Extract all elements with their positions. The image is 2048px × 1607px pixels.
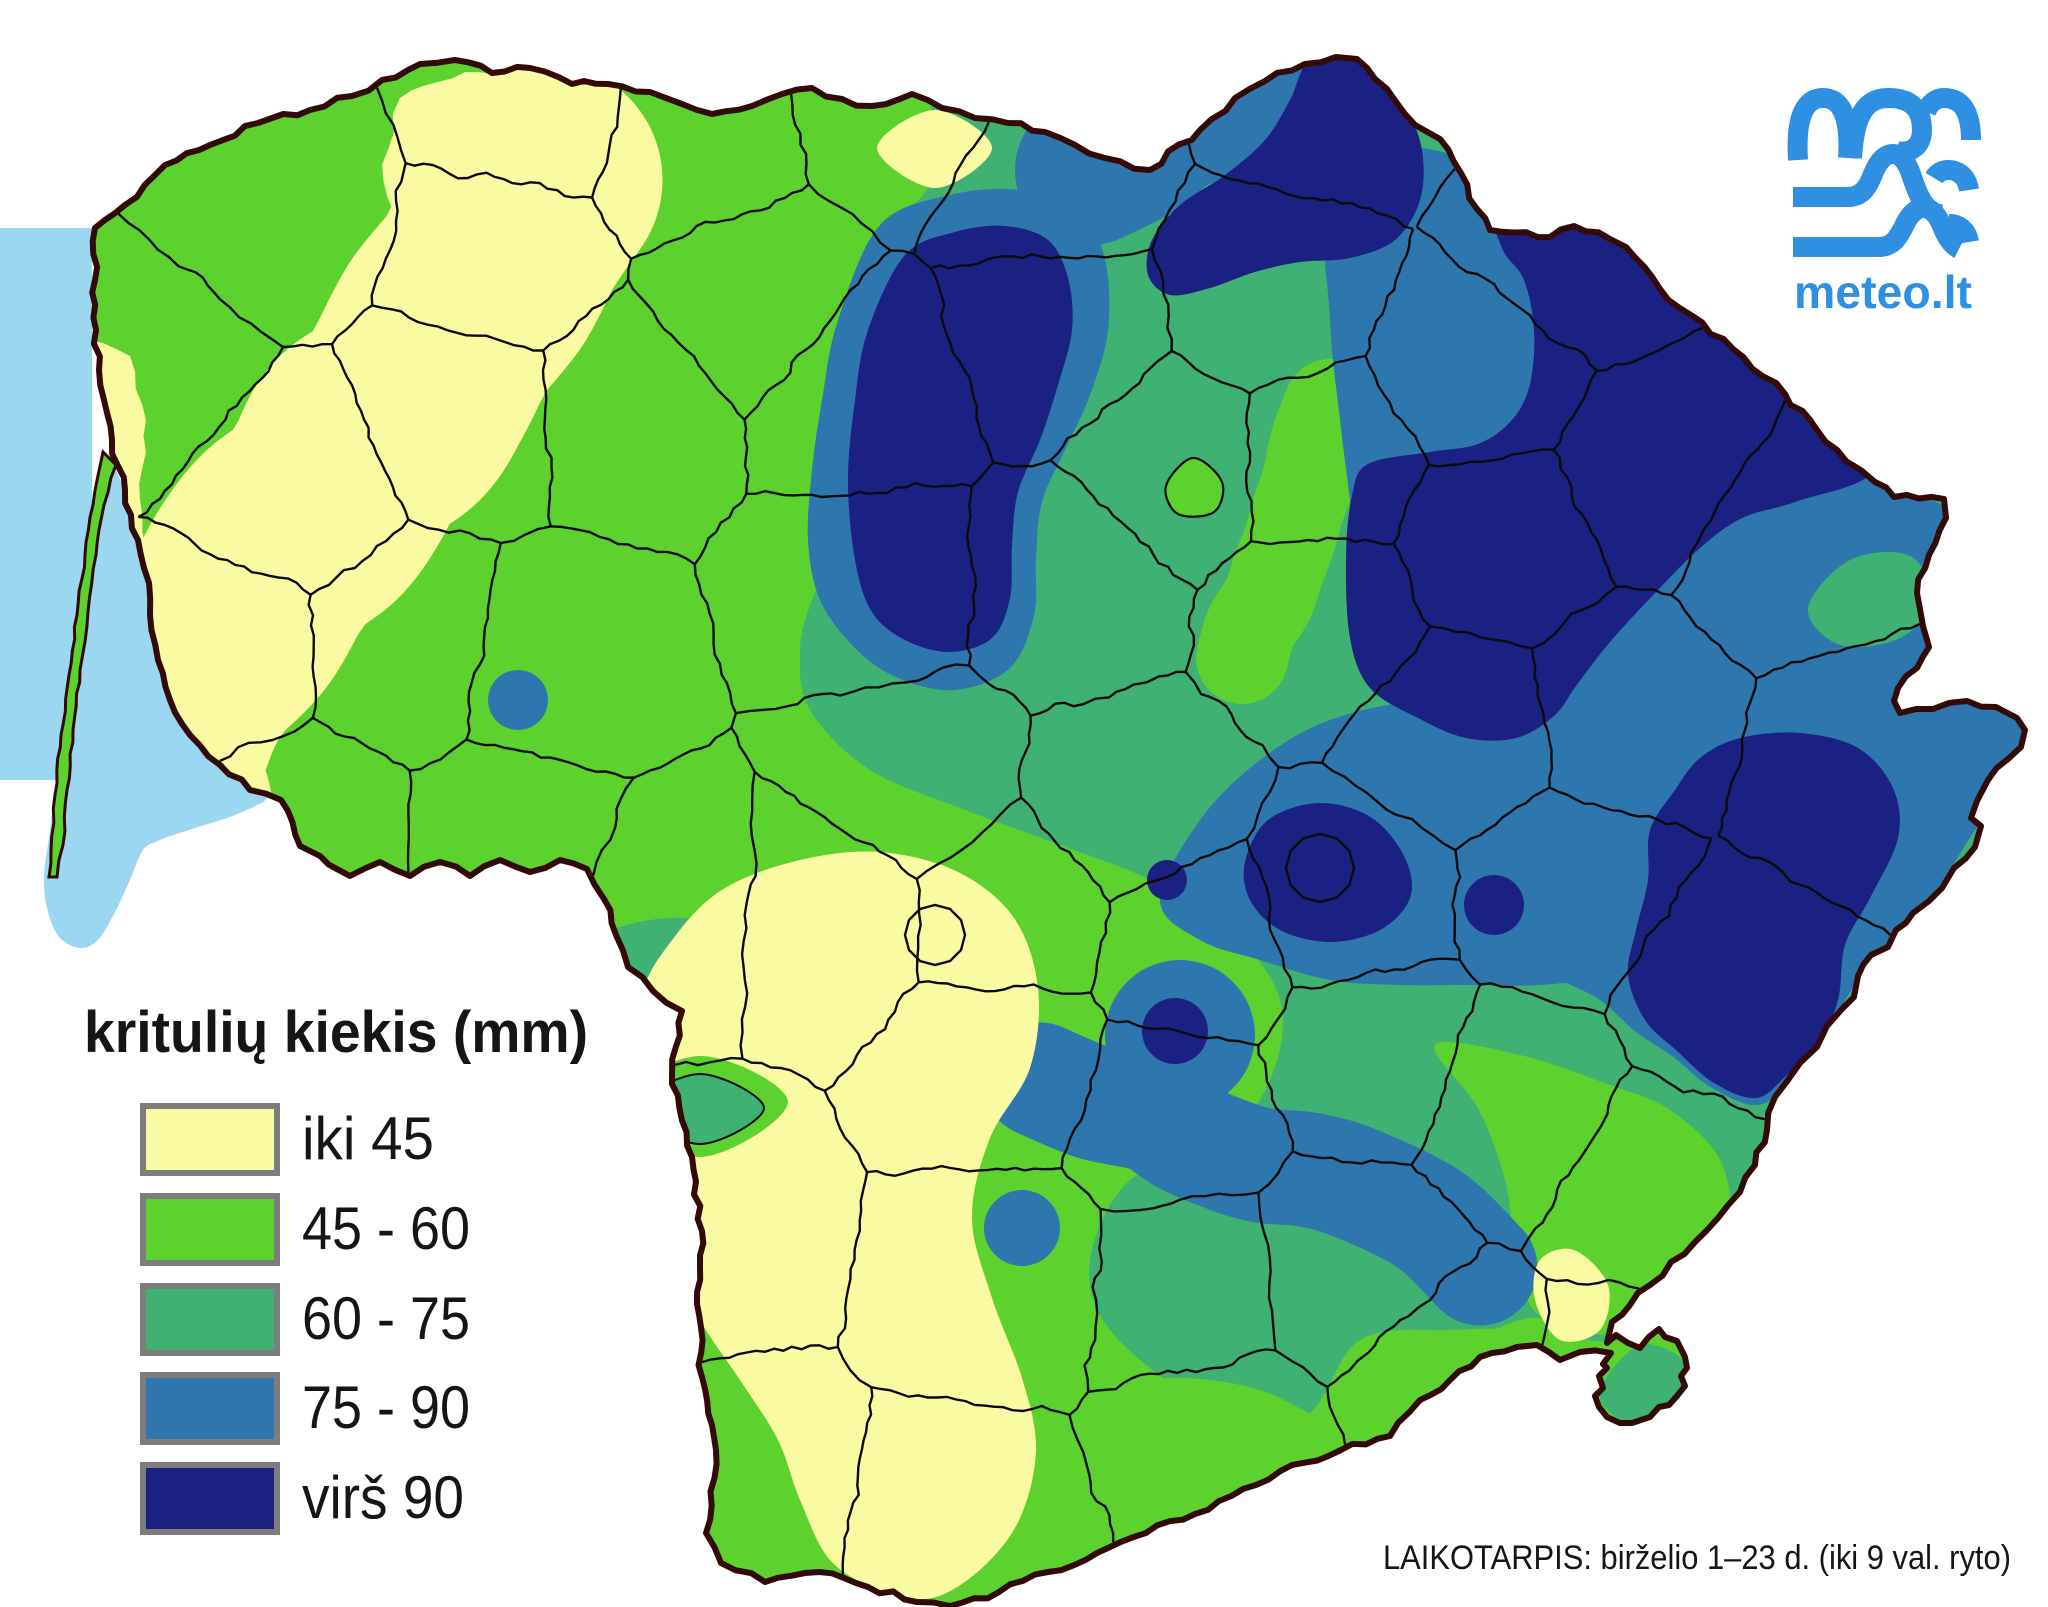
svg-text:75 - 90: 75 - 90 (302, 1374, 470, 1441)
svg-text:60 - 75: 60 - 75 (302, 1285, 470, 1352)
svg-text:iki 45: iki 45 (302, 1105, 434, 1172)
svg-text:LAIKOTARPIS: birželio 1–23 d.: LAIKOTARPIS: birželio 1–23 d. (iki 9 val… (1383, 1539, 2011, 1577)
svg-text:45 - 60: 45 - 60 (302, 1195, 470, 1262)
svg-text:virš 90: virš 90 (302, 1464, 464, 1531)
svg-text:kritulių kiekis (mm): kritulių kiekis (mm) (84, 1000, 588, 1065)
svg-text:meteo.lt: meteo.lt (1794, 266, 1972, 318)
